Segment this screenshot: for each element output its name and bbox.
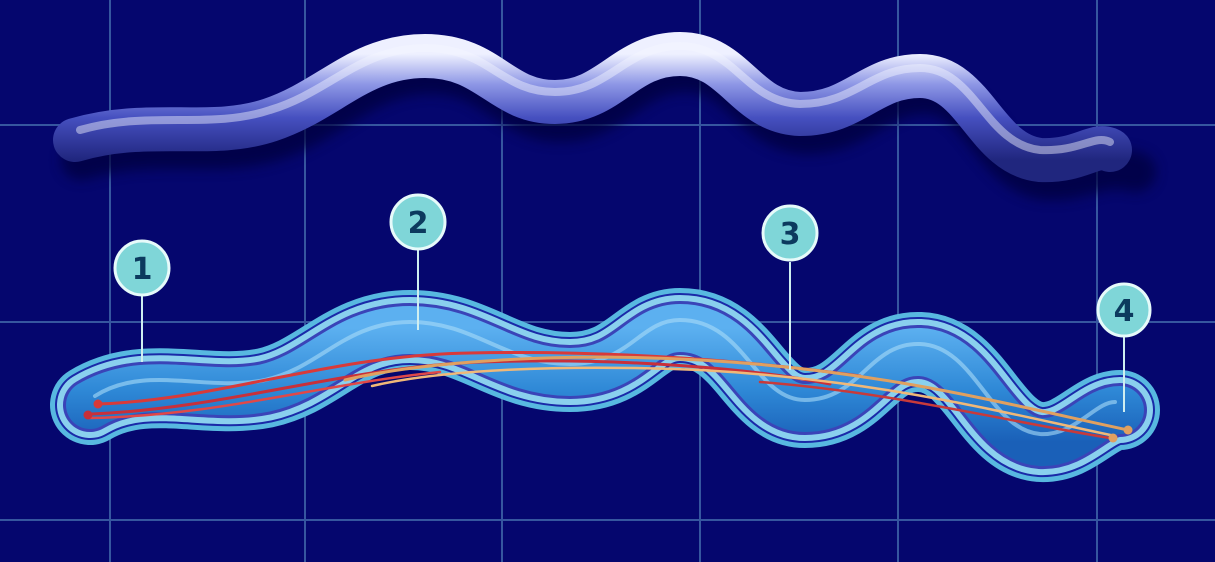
basal-body-left — [93, 399, 103, 409]
basal-body-left — [83, 410, 93, 420]
callout-circle — [389, 193, 447, 251]
spirochete-body-highlight — [76, 41, 1114, 155]
basal-bodies — [83, 399, 1133, 443]
callout-1: 1 — [113, 239, 171, 297]
axial-filaments — [86, 351, 1130, 440]
callout-leaders — [141, 250, 1125, 412]
axial-filament-red — [86, 370, 442, 420]
axial-filament-orange — [370, 366, 1117, 438]
spirochete-body — [53, 31, 1132, 183]
callout-3: 3 — [761, 204, 819, 262]
callout-circle — [113, 239, 171, 297]
callout-number: 1 — [132, 252, 153, 287]
callout-circle — [1096, 282, 1152, 338]
axial-filament-red — [758, 380, 1112, 440]
callout-2: 2 — [389, 193, 447, 251]
callout-circle — [761, 204, 819, 262]
spirochete-whole-body — [53, 31, 1156, 201]
cylinder-highlight — [93, 317, 1117, 437]
basal-body-right — [1123, 425, 1133, 435]
axial-filament-orange — [343, 355, 1130, 432]
callout-number: 4 — [1114, 294, 1135, 329]
callout-number: 3 — [780, 217, 801, 252]
callout-4: 4 — [1096, 282, 1152, 338]
callout-number: 2 — [408, 206, 429, 241]
basal-body-right — [1108, 433, 1118, 443]
